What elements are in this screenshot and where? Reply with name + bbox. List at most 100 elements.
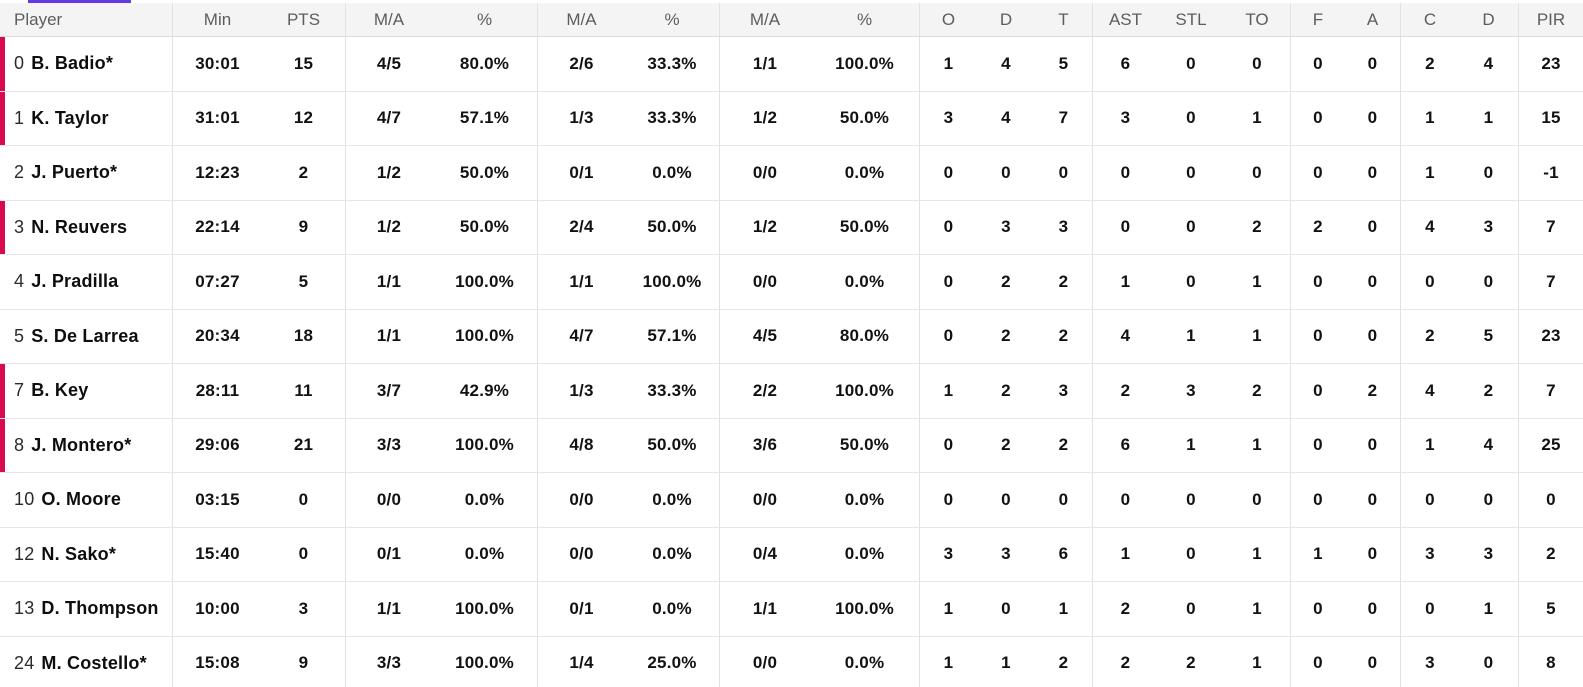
c-stat-cell: 4 <box>1400 364 1459 418</box>
d-stat-cell: 1 <box>1483 108 1494 128</box>
2pt-made-attempted-cell: 0/1 <box>345 527 432 581</box>
fouls-committed-cell: 1 <box>1290 527 1345 581</box>
2pt-percentage-cell: 100.0% <box>455 653 514 673</box>
table-row[interactable]: 13 D. Thompson 10:00 3 1/1 100.0% 0/1 0.… <box>0 582 1583 637</box>
offensive-rebounds-cell: 1 <box>919 37 977 91</box>
3pt-made-attempted-cell: 1/4 <box>537 636 625 687</box>
points-cell: 12 <box>293 108 314 128</box>
d-stat-cell: 4 <box>1483 435 1494 455</box>
player-cell[interactable]: 8 J. Montero* <box>0 419 172 473</box>
active-tab-underline[interactable] <box>28 0 131 3</box>
player-cell[interactable]: 1 K. Taylor <box>0 92 172 146</box>
d-stat-cell: 0 <box>1483 489 1494 509</box>
c-stat-cell: 1 <box>1400 91 1459 145</box>
3pt-made-attempted-cell: 1/3 <box>537 91 625 145</box>
turnovers-cell: 0 <box>1252 489 1262 509</box>
ft-made-attempted-cell: 1/1 <box>719 37 810 91</box>
player-cell[interactable]: 13 D. Thompson <box>0 582 172 636</box>
fouls-committed-cell: 0 <box>1290 309 1345 363</box>
table-row[interactable]: 4 J. Pradilla 07:27 5 1/1 100.0% 1/1 100… <box>0 255 1583 310</box>
pir-cell: 15 <box>1518 91 1583 145</box>
c-stat-cell: 0 <box>1400 582 1459 636</box>
col-header-fouls-against: A <box>1366 9 1379 29</box>
pir-cell: 8 <box>1518 636 1583 687</box>
d-stat-cell: 3 <box>1483 544 1494 564</box>
pir-cell: 0 <box>1518 473 1583 527</box>
col-header-player: Player <box>14 9 63 29</box>
assists-cell: 4 <box>1092 309 1158 363</box>
col-header-3pt-pct: % <box>664 9 680 29</box>
player-name: J. Montero* <box>31 434 132 455</box>
player-cell[interactable]: 0 B. Badio* <box>0 37 172 91</box>
jersey-number: 13 <box>14 598 35 619</box>
table-row[interactable]: 8 J. Montero* 29:06 21 3/3 100.0% 4/8 50… <box>0 418 1583 473</box>
defensive-rebounds-cell: 2 <box>1001 380 1011 400</box>
player-cell[interactable]: 4 J. Pradilla <box>0 255 172 309</box>
minutes-cell: 29:06 <box>172 418 262 472</box>
table-row[interactable]: 7 B. Key 28:11 11 3/7 42.9% 1/3 33.3% 2/… <box>0 364 1583 419</box>
player-cell[interactable]: 5 S. De Larrea <box>0 310 172 364</box>
total-rebounds-cell: 2 <box>1058 271 1069 291</box>
player-cell[interactable]: 2 J. Puerto* <box>0 146 172 200</box>
table-row[interactable]: 1 K. Taylor 31:01 12 4/7 57.1% 1/3 33.3%… <box>0 91 1583 146</box>
jersey-number: 3 <box>14 216 25 237</box>
player-cell[interactable]: 7 B. Key <box>0 364 172 418</box>
defensive-rebounds-cell: 0 <box>1001 489 1011 509</box>
fouls-against-cell: 0 <box>1367 598 1378 618</box>
3pt-percentage-cell: 50.0% <box>647 435 697 455</box>
player-name: M. Costello* <box>41 652 147 673</box>
3pt-percentage-cell: 33.3% <box>647 380 697 400</box>
pir-cell: 23 <box>1518 37 1583 91</box>
total-rebounds-cell: 2 <box>1058 653 1069 673</box>
minutes-cell: 22:14 <box>172 200 262 254</box>
turnovers-cell: 1 <box>1252 326 1262 346</box>
total-rebounds-cell: 3 <box>1058 380 1069 400</box>
fouls-committed-cell: 0 <box>1290 91 1345 145</box>
col-header-ft-pct: % <box>856 9 873 29</box>
defensive-rebounds-cell: 2 <box>1001 326 1011 346</box>
player-cell[interactable]: 24 M. Costello* <box>0 637 172 687</box>
2pt-percentage-cell: 100.0% <box>455 271 514 291</box>
fouls-against-cell: 0 <box>1367 653 1378 673</box>
offensive-rebounds-cell: 3 <box>919 91 977 145</box>
offensive-rebounds-cell: 1 <box>919 582 977 636</box>
total-rebounds-cell: 5 <box>1058 53 1069 73</box>
total-rebounds-cell: 1 <box>1058 598 1069 618</box>
table-row[interactable]: 2 J. Puerto* 12:23 2 1/2 50.0% 0/1 0.0% … <box>0 146 1583 201</box>
player-cell[interactable]: 3 N. Reuvers <box>0 201 172 255</box>
player-cell[interactable]: 12 N. Sako* <box>0 528 172 582</box>
3pt-percentage-cell: 0.0% <box>652 489 692 509</box>
defensive-rebounds-cell: 1 <box>1001 653 1011 673</box>
ft-made-attempted-cell: 0/0 <box>719 473 810 527</box>
fouls-committed-cell: 0 <box>1290 37 1345 91</box>
fouls-against-cell: 0 <box>1367 217 1378 237</box>
c-stat-cell: 3 <box>1400 527 1459 581</box>
table-row[interactable]: 10 O. Moore 03:15 0 0/0 0.0% 0/0 0.0% 0/… <box>0 473 1583 528</box>
ft-percentage-cell: 50.0% <box>839 435 890 455</box>
fouls-against-cell: 0 <box>1367 326 1378 346</box>
c-stat-cell: 0 <box>1400 473 1459 527</box>
assists-cell: 2 <box>1092 364 1158 418</box>
table-row[interactable]: 24 M. Costello* 15:08 9 3/3 100.0% 1/4 2… <box>0 636 1583 687</box>
col-header-pir: PIR <box>1518 3 1583 36</box>
table-row[interactable]: 5 S. De Larrea 20:34 18 1/1 100.0% 4/7 5… <box>0 309 1583 364</box>
table-row[interactable]: 3 N. Reuvers 22:14 9 1/2 50.0% 2/4 50.0%… <box>0 200 1583 255</box>
player-name: K. Taylor <box>31 107 109 128</box>
minutes-cell: 31:01 <box>172 91 262 145</box>
minutes-cell: 15:08 <box>172 636 262 687</box>
defensive-rebounds-cell: 0 <box>1001 162 1011 182</box>
offensive-rebounds-cell: 0 <box>919 309 977 363</box>
col-header-to: TO <box>1245 9 1269 29</box>
on-court-marker <box>0 364 5 418</box>
col-header-fouls-committed: F <box>1290 3 1345 36</box>
table-row[interactable]: 0 B. Badio* 30:01 15 4/5 80.0% 2/6 33.3%… <box>0 37 1583 92</box>
c-stat-cell: 2 <box>1400 309 1459 363</box>
turnovers-cell: 0 <box>1252 162 1262 182</box>
points-cell: 9 <box>298 653 309 673</box>
3pt-made-attempted-cell: 1/1 <box>537 255 625 309</box>
player-cell[interactable]: 10 O. Moore <box>0 473 172 527</box>
total-rebounds-cell: 7 <box>1058 108 1069 128</box>
2pt-percentage-cell: 57.1% <box>459 108 510 128</box>
table-row[interactable]: 12 N. Sako* 15:40 0 0/1 0.0% 0/0 0.0% 0/… <box>0 527 1583 582</box>
ft-made-attempted-cell: 4/5 <box>719 309 810 363</box>
